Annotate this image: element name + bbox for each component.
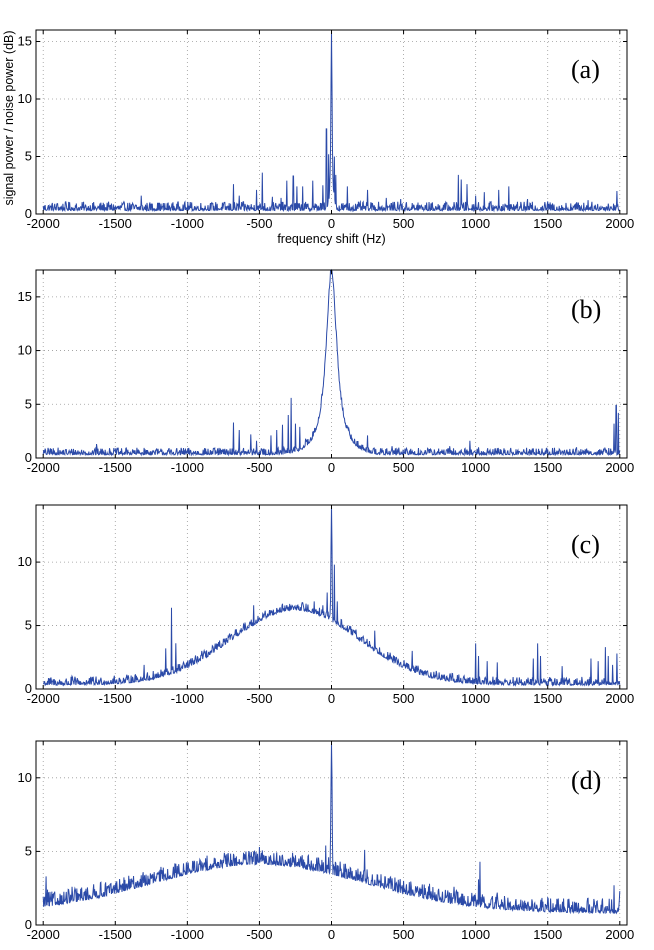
y-tick-label-b: 15 <box>18 289 32 304</box>
panel-d: -2000 -1500 -1000 -500 0 500 1000 1500 20000510 … <box>18 740 634 942</box>
spectrum-line-a <box>42 29 621 213</box>
y-tick-label-d: 10 <box>18 770 32 785</box>
x-tick-label-b: -1500 <box>99 460 132 475</box>
axis-ticks-d: -2000 -1500 -1000 -500 0 500 1000 1500 2000 0 5 10 <box>18 741 634 942</box>
axis-ticks-c: -2000 -1500 -1000 -500 0 500 1000 1500 2000 0 5 10 <box>18 505 634 706</box>
panel-label-d: (d) <box>571 766 601 795</box>
y-tick-label-b: 0 <box>25 450 32 465</box>
x-tick-label-d: -2000 <box>27 927 60 942</box>
x-tick-label-a: -500 <box>246 216 272 231</box>
x-tick-label-c: 1000 <box>461 691 490 706</box>
x-tick-label-b: -1000 <box>171 460 204 475</box>
panel-label-a: (a) <box>571 55 600 84</box>
x-tick-label-c: 2000 <box>605 691 634 706</box>
y-tick-label-d: 0 <box>25 917 32 932</box>
grid-lines-c <box>36 505 627 689</box>
y-tick-label-a: 5 <box>25 149 32 164</box>
x-tick-label-b: 2000 <box>605 460 634 475</box>
y-axis-label-a: signal power / noise power (dB) <box>2 30 16 205</box>
y-tick-label-a: 0 <box>25 206 32 221</box>
x-tick-label-a: 2000 <box>605 216 634 231</box>
x-tick-label-d: 1000 <box>461 927 490 942</box>
x-tick-label-d: 1500 <box>533 927 562 942</box>
y-tick-label-a: 15 <box>18 34 32 49</box>
x-tick-label-c: -1000 <box>171 691 204 706</box>
x-tick-label-b: 1000 <box>461 460 490 475</box>
x-tick-label-a: -2000 <box>27 216 60 231</box>
x-tick-label-d: -500 <box>246 927 272 942</box>
grid-lines-a <box>36 30 627 214</box>
x-tick-label-a: -1000 <box>171 216 204 231</box>
x-tick-label-b: 500 <box>393 460 415 475</box>
x-axis-label-a: frequency shift (Hz) <box>277 232 385 246</box>
spectrum-line-d <box>42 742 621 915</box>
x-tick-label-c: -500 <box>246 691 272 706</box>
x-tick-label-c: 0 <box>328 691 335 706</box>
x-tick-label-b: -2000 <box>27 460 60 475</box>
y-tick-label-b: 10 <box>18 343 32 358</box>
x-tick-label-b: -500 <box>246 460 272 475</box>
x-tick-label-a: 0 <box>328 216 335 231</box>
x-tick-label-d: 0 <box>328 927 335 942</box>
spectrum-line-c <box>43 504 621 687</box>
axis-ticks-a: -2000 -1500 -1000 -500 0 500 1000 1500 2000 0 5 10 1… <box>18 30 634 231</box>
panel-c: -2000 -1500 -1000 -500 0 500 1000 1500 20000510 … <box>18 504 634 706</box>
y-tick-label-c: 5 <box>25 618 32 633</box>
x-tick-label-d: -1500 <box>99 927 132 942</box>
x-tick-label-b: 0 <box>328 460 335 475</box>
x-tick-label-b: 1500 <box>533 460 562 475</box>
panel-label-c: (c) <box>571 530 600 559</box>
y-tick-label-d: 5 <box>25 843 32 858</box>
x-tick-label-d: 500 <box>393 927 415 942</box>
x-tick-label-a: 1500 <box>533 216 562 231</box>
x-tick-label-d: 2000 <box>605 927 634 942</box>
grid-lines-d <box>36 741 627 925</box>
x-tick-label-c: -1500 <box>99 691 132 706</box>
x-tick-label-a: 500 <box>393 216 415 231</box>
x-tick-label-c: -2000 <box>27 691 60 706</box>
x-tick-label-a: 1000 <box>461 216 490 231</box>
x-tick-label-d: -1000 <box>171 927 204 942</box>
x-tick-label-c: 500 <box>393 691 415 706</box>
axis-ticks-b: -2000 -1500 -1000 -500 0 500 1000 1500 2000 0 5 10 1… <box>18 270 634 475</box>
panel-label-b: (b) <box>571 295 601 324</box>
y-tick-label-c: 0 <box>25 681 32 696</box>
x-tick-label-a: -1500 <box>99 216 132 231</box>
panel-a: -2000 -1500 -1000 -500 0 500 1000 1500 2000 0 5 10 1… <box>2 29 634 246</box>
y-tick-label-c: 10 <box>18 554 32 569</box>
x-tick-label-c: 1500 <box>533 691 562 706</box>
panel-b: -2000 -1500 -1000 -500 0 500 1000 1500 2000 0 5 10 1… <box>18 268 634 475</box>
grid-lines-b <box>36 270 627 458</box>
y-tick-label-a: 10 <box>18 91 32 106</box>
y-tick-label-b: 5 <box>25 396 32 411</box>
